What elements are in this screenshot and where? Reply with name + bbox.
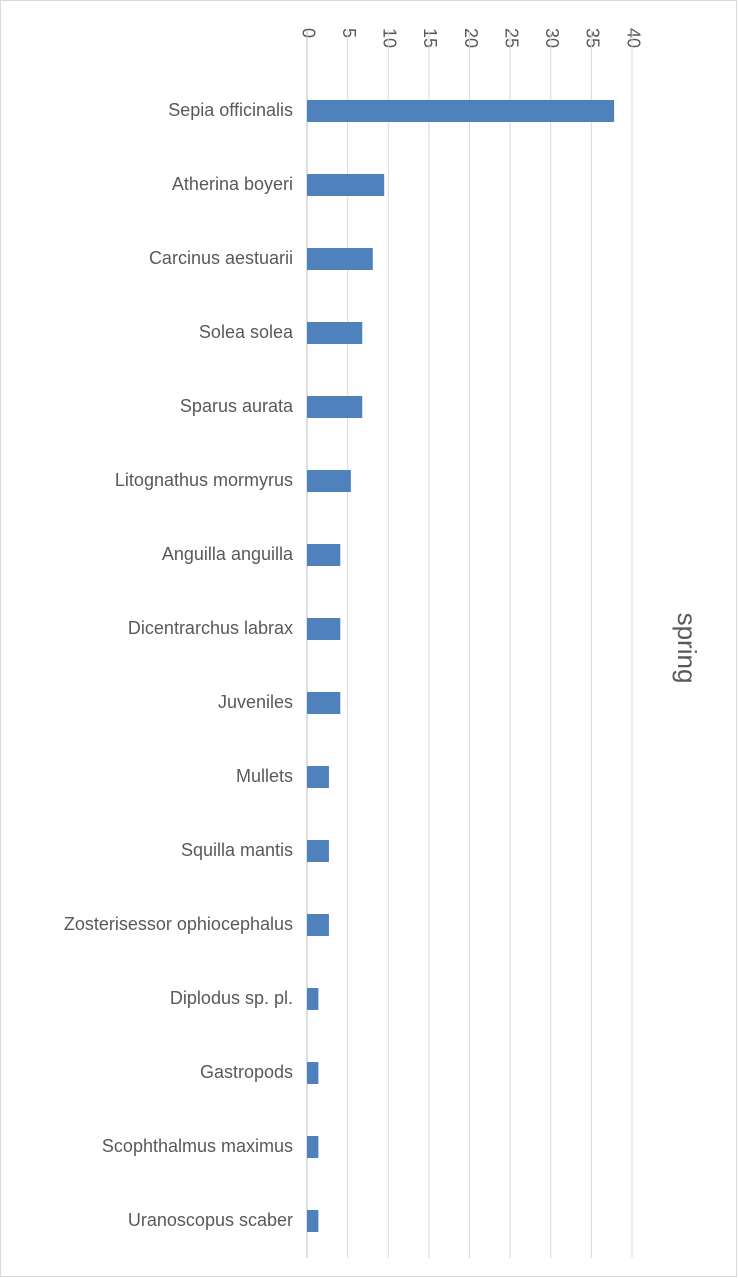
bar [307, 766, 329, 788]
y-tick-label: Sepia officinalis [168, 100, 293, 120]
bar [307, 840, 329, 862]
bar [307, 248, 373, 270]
y-tick-label: Scophthalmus maximus [102, 1136, 293, 1156]
x-tick-label: 25 [501, 28, 521, 48]
bar [307, 1062, 319, 1084]
y-tick-label: Solea solea [199, 322, 294, 342]
bar [307, 618, 341, 640]
y-tick-label: Sparus aurata [180, 396, 294, 416]
bar [307, 100, 615, 122]
bar [307, 174, 385, 196]
x-tick-label: 20 [461, 28, 481, 48]
y-tick-label: Diplodus sp. pl. [170, 988, 293, 1008]
bar [307, 544, 341, 566]
bar [307, 322, 363, 344]
y-tick-label: Juveniles [218, 692, 293, 712]
x-tick-label: 0 [298, 28, 318, 38]
x-tick-label: 30 [542, 28, 562, 48]
y-tick-label: Atherina boyeri [172, 174, 293, 194]
y-tick-label: Anguilla anguilla [162, 544, 294, 564]
bar [307, 914, 329, 936]
y-tick-label: Squilla mantis [181, 840, 293, 860]
bar [307, 470, 351, 492]
chart-title: spring [672, 613, 702, 684]
y-tick-label: Gastropods [200, 1062, 293, 1082]
bar [307, 1210, 319, 1232]
bar [307, 692, 341, 714]
y-tick-label: Uranoscopus scaber [128, 1210, 293, 1230]
y-tick-label: Zosterisessor ophiocephalus [64, 914, 293, 934]
x-tick-label: 40 [623, 28, 643, 48]
bar [307, 1136, 319, 1158]
y-tick-label: Carcinus aestuarii [149, 248, 293, 268]
bar [307, 396, 363, 418]
y-tick-label: Mullets [236, 766, 293, 786]
x-tick-label: 10 [380, 28, 400, 48]
x-tick-label: 5 [339, 28, 359, 38]
y-tick-label: Litognathus mormyrus [115, 470, 293, 490]
x-tick-label: 15 [420, 28, 440, 48]
x-tick-label: 35 [583, 28, 603, 48]
y-tick-label: Dicentrarchus labrax [128, 618, 293, 638]
bar [307, 988, 319, 1010]
